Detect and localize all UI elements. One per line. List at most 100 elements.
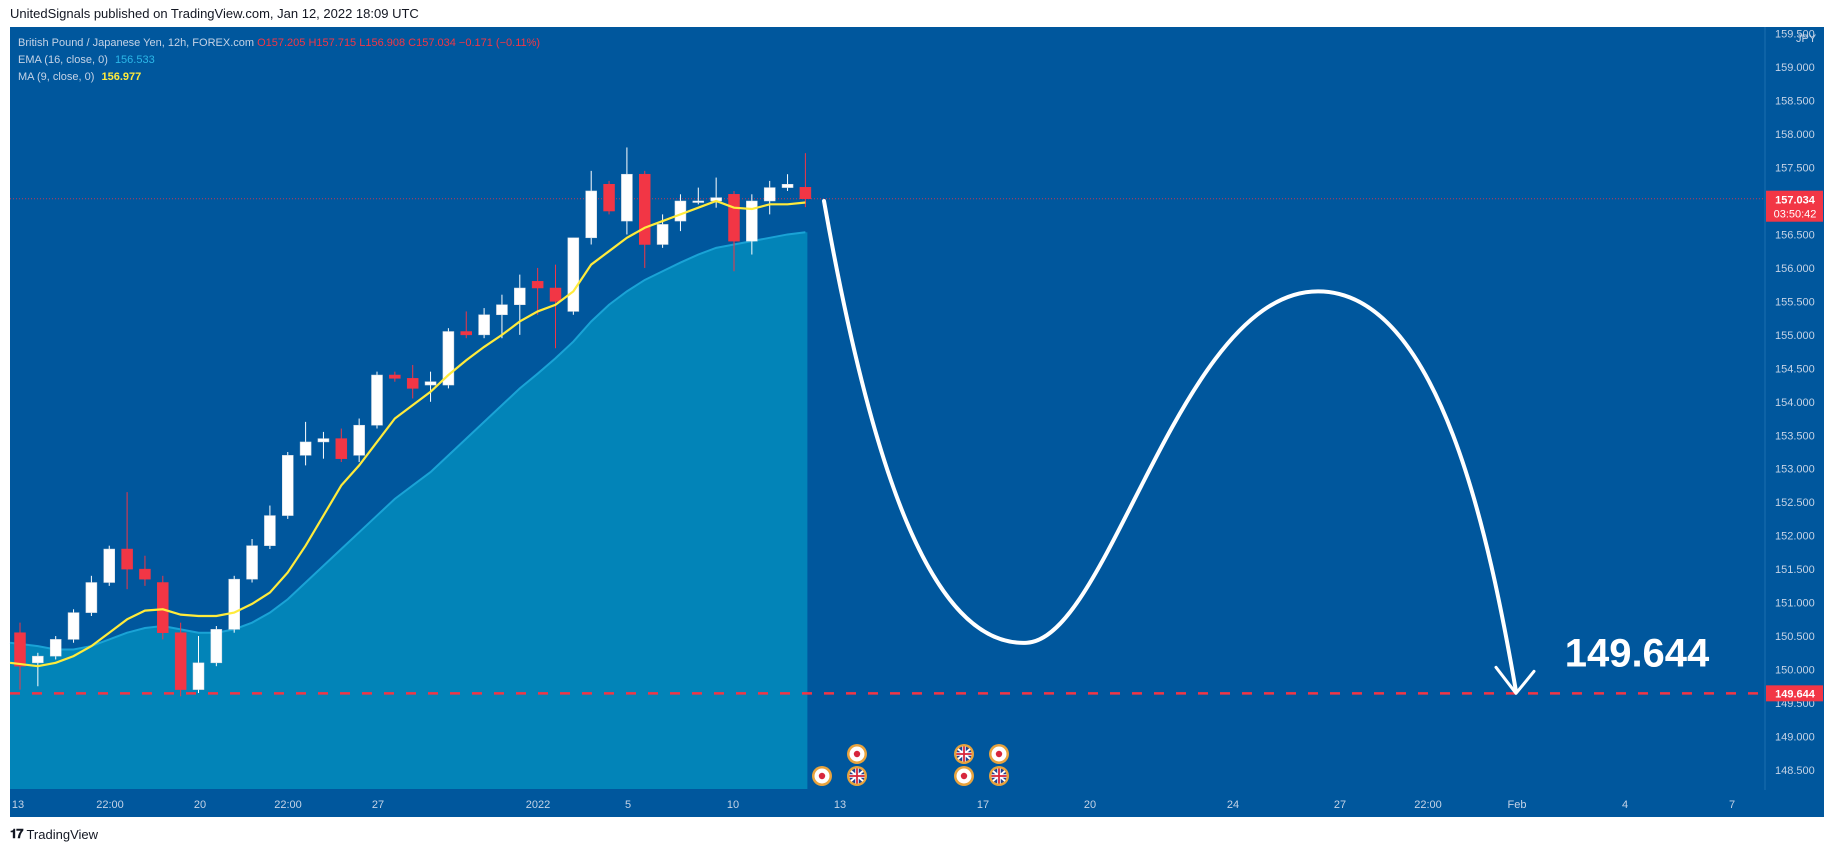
y-tick-label: 152.500 xyxy=(1775,497,1815,509)
tradingview-icon: 𝟏𝟕 xyxy=(10,826,24,841)
y-tick-label: 148.500 xyxy=(1775,765,1815,777)
symbol-label[interactable]: British Pound / Japanese Yen, 12h, FOREX… xyxy=(18,37,255,49)
y-tick-label: 157.500 xyxy=(1775,163,1815,175)
x-tick-label: 27 xyxy=(372,799,384,811)
candle-body xyxy=(210,629,223,664)
candle-body xyxy=(442,331,455,386)
y-tick-label: 158.000 xyxy=(1775,129,1815,141)
bar-countdown: 03:50:42 xyxy=(1774,209,1817,221)
candle-body xyxy=(728,194,740,242)
candle-body xyxy=(228,578,240,630)
jp-flag-dot xyxy=(853,750,861,758)
candle-body xyxy=(603,184,615,212)
candle-body xyxy=(121,548,133,570)
x-tick-label: 27 xyxy=(1334,799,1346,811)
y-tick-label: 150.500 xyxy=(1775,631,1815,643)
candle-body xyxy=(32,655,44,664)
candle-body xyxy=(424,381,437,386)
ma-value: 156.977 xyxy=(101,71,142,83)
candle-body xyxy=(157,582,169,633)
x-tick-label: 13 xyxy=(834,799,846,811)
publisher-line: UnitedSignals published on TradingView.c… xyxy=(10,6,419,21)
projection-arrowhead xyxy=(1494,665,1536,695)
candle-body xyxy=(585,190,597,239)
ma-line xyxy=(9,199,806,668)
candle-body xyxy=(389,374,401,379)
candle-body xyxy=(246,545,258,580)
y-tick-label: 156.500 xyxy=(1775,229,1815,241)
y-unit-label: JPY xyxy=(1796,33,1817,45)
candle-body xyxy=(103,548,115,583)
x-tick-label: 17 xyxy=(977,799,989,811)
candle-body xyxy=(139,568,151,580)
candle-body xyxy=(460,331,472,336)
candle-body xyxy=(406,378,419,389)
y-tick-label: 152.000 xyxy=(1775,531,1815,543)
candle-body xyxy=(496,304,508,316)
y-tick-label: 155.500 xyxy=(1775,296,1815,308)
x-tick-label: 22:00 xyxy=(1414,799,1442,811)
ema-label[interactable]: EMA (16, close, 0) xyxy=(18,54,108,66)
x-tick-label: 10 xyxy=(727,799,739,811)
y-tick-label: 150.000 xyxy=(1775,665,1815,677)
x-tick-label: 22:00 xyxy=(96,799,124,811)
jp-flag-dot xyxy=(818,772,826,780)
x-tick-label: 5 xyxy=(625,799,631,811)
x-tick-label: 20 xyxy=(1084,799,1096,811)
candle-body xyxy=(656,224,669,245)
y-tick-label: 151.000 xyxy=(1775,598,1815,610)
x-tick-label: 24 xyxy=(1227,799,1239,811)
candle-body xyxy=(746,200,758,242)
y-tick-label: 153.000 xyxy=(1775,464,1815,476)
ema-value: 156.533 xyxy=(114,54,155,66)
candle-body xyxy=(763,187,776,202)
tradingview-brand: TradingView xyxy=(26,826,99,842)
target-price-value: 149.644 xyxy=(1775,688,1816,700)
chart-legend: British Pound / Japanese Yen, 12h, FOREX… xyxy=(18,35,540,86)
x-tick-label: 22:00 xyxy=(274,799,302,811)
ma-label[interactable]: MA (9, close, 0) xyxy=(18,71,95,83)
candle-body xyxy=(621,173,633,222)
candle-body xyxy=(264,515,276,546)
jp-flag-dot xyxy=(995,750,1003,758)
candle-body xyxy=(781,184,794,188)
y-tick-label: 159.000 xyxy=(1775,62,1815,74)
projection-path xyxy=(822,198,1518,694)
ohlc-values: O157.205 H157.715 L156.908 C157.034 −0.1… xyxy=(257,37,541,49)
candle-body xyxy=(49,639,62,657)
candle-body xyxy=(67,612,80,640)
tradingview-logo[interactable]: 𝟏𝟕 TradingView xyxy=(10,826,98,842)
y-tick-label: 149.000 xyxy=(1775,731,1815,743)
candle-body xyxy=(353,424,365,456)
y-tick-label: 155.000 xyxy=(1775,330,1815,342)
y-tick-label: 158.500 xyxy=(1775,96,1815,108)
candle-body xyxy=(299,441,312,456)
candle-body xyxy=(174,632,187,690)
x-tick-label: 20 xyxy=(194,799,206,811)
candle-body xyxy=(531,281,544,289)
x-tick-label: 2022 xyxy=(526,799,550,811)
candle-body xyxy=(335,438,348,459)
x-tick-label: 13 xyxy=(12,799,24,811)
candle-body xyxy=(478,314,490,336)
ema-area xyxy=(10,232,808,790)
y-tick-label: 159.500 xyxy=(1775,29,1815,41)
candle-body xyxy=(567,237,580,312)
legend-ema-row: EMA (16, close, 0) 156.533 xyxy=(18,52,540,69)
y-tick-label: 156.000 xyxy=(1775,263,1815,275)
y-tick-label: 154.000 xyxy=(1775,397,1815,409)
y-tick-label: 151.500 xyxy=(1775,564,1815,576)
target-annotation: 149.644 xyxy=(1565,631,1710,675)
x-tick-label: 7 xyxy=(1729,799,1735,811)
candle-body xyxy=(799,187,812,199)
candle-body xyxy=(692,200,705,203)
candle-body xyxy=(85,582,98,613)
legend-symbol-row: British Pound / Japanese Yen, 12h, FOREX… xyxy=(18,35,540,52)
candle-body xyxy=(549,287,562,302)
y-tick-label: 154.500 xyxy=(1775,363,1815,375)
candle-body xyxy=(282,455,294,516)
target-price-tag xyxy=(1766,685,1823,702)
candle-body xyxy=(371,374,383,426)
